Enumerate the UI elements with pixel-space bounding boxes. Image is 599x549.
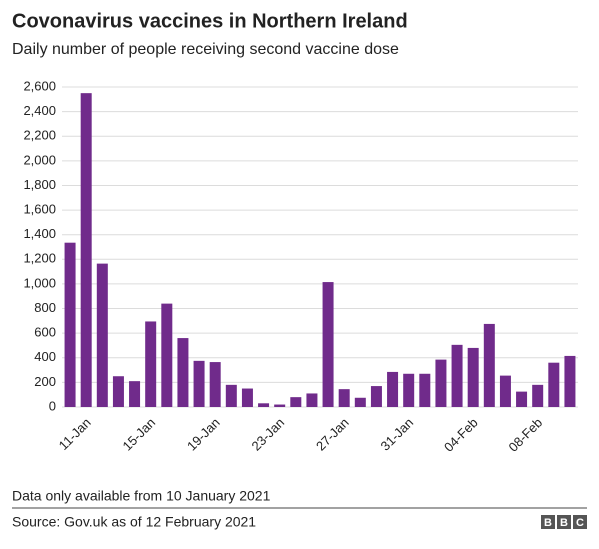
logo-box: [573, 515, 587, 529]
logo-box: [541, 515, 555, 529]
bar: [435, 359, 447, 407]
chart-subtitle: Daily number of people receiving second …: [12, 41, 399, 58]
y-tick-label: 1,400: [23, 226, 56, 241]
bar: [483, 323, 495, 407]
logo-letter: B: [544, 517, 552, 529]
bar: [241, 388, 253, 407]
bar: [306, 393, 318, 407]
y-tick-label: 600: [34, 325, 56, 340]
bar: [467, 347, 479, 407]
y-tick-label: 400: [34, 349, 56, 364]
x-tick-label: 27-Jan: [313, 415, 352, 454]
bar: [370, 386, 382, 407]
bar: [96, 263, 108, 407]
bar: [129, 381, 141, 407]
logo-letter: C: [576, 517, 584, 529]
x-tick-label: 04-Feb: [441, 415, 481, 455]
bar: [419, 373, 431, 407]
x-tick-label: 15-Jan: [120, 415, 159, 454]
bar: [112, 376, 124, 407]
bar: [80, 93, 92, 408]
bar: [145, 321, 157, 407]
bar: [451, 344, 463, 407]
y-tick-label: 0: [49, 398, 56, 413]
source: Source: Gov.uk as of 12 February 2021: [12, 514, 256, 530]
y-tick-label: 1,800: [23, 177, 56, 192]
y-tick-label: 2,000: [23, 152, 56, 167]
bar: [177, 338, 189, 407]
y-tick-label: 1,000: [23, 275, 56, 290]
chart-title: Covonavirus vaccines in Northern Ireland: [12, 10, 408, 32]
bar: [564, 355, 576, 407]
bar: [532, 384, 544, 407]
y-tick-label: 1,600: [23, 202, 56, 217]
bar: [225, 384, 237, 407]
bar: [193, 360, 205, 407]
y-tick-label: 2,200: [23, 128, 56, 143]
logo-letter: B: [560, 517, 568, 529]
y-tick-label: 2,600: [23, 78, 56, 93]
x-tick-label: 19-Jan: [184, 415, 223, 454]
bar: [290, 397, 302, 407]
bar: [209, 362, 221, 407]
bar: [548, 362, 560, 407]
x-tick-label: 31-Jan: [378, 415, 417, 454]
y-tick-label: 200: [34, 374, 56, 389]
bar: [338, 389, 350, 407]
note: Data only available from 10 January 2021: [12, 488, 271, 504]
bar: [161, 303, 173, 407]
x-tick-label: 11-Jan: [56, 415, 94, 453]
y-tick-label: 800: [34, 300, 56, 315]
x-tick-label: 23-Jan: [249, 415, 288, 454]
bar: [258, 403, 270, 407]
x-tick-label: 08-Feb: [505, 415, 545, 455]
bar: [387, 371, 399, 407]
bar: [64, 242, 76, 407]
bar: [274, 404, 286, 407]
bar: [322, 282, 334, 407]
y-tick-label: 2,400: [23, 103, 56, 118]
y-tick-label: 1,200: [23, 251, 56, 266]
bar: [499, 375, 511, 407]
bar: [516, 391, 528, 407]
bar: [354, 397, 366, 407]
logo-box: [557, 515, 571, 529]
bar: [403, 373, 415, 407]
